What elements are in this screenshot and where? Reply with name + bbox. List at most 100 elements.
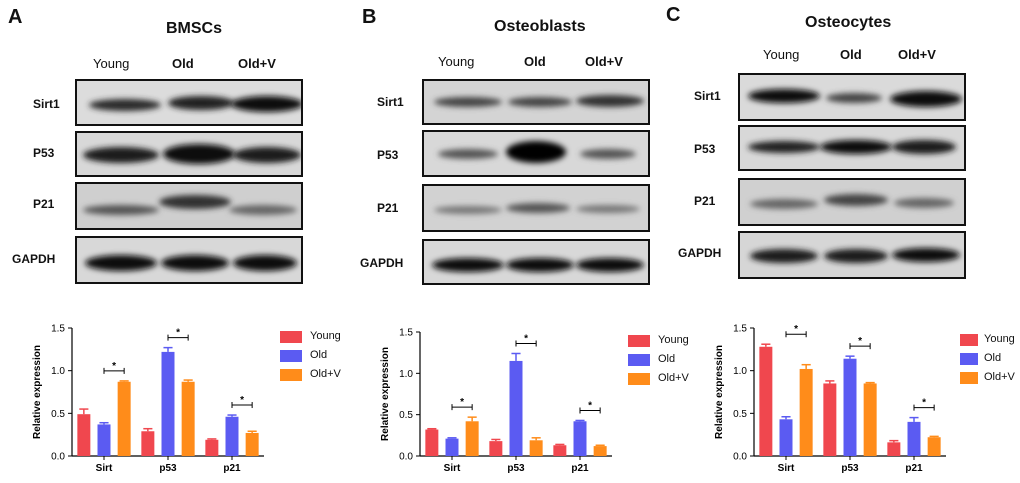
- blot-bands: [434, 95, 644, 107]
- bar: [823, 383, 837, 456]
- legend-item: Old: [628, 353, 689, 372]
- blot-row-label: P21: [694, 194, 716, 208]
- blot-bands: [748, 140, 956, 154]
- blot-bands: [750, 248, 960, 263]
- bar: [573, 421, 587, 456]
- legend-item: Young: [960, 333, 1015, 352]
- legend-item: Young: [280, 330, 341, 349]
- bar: [205, 439, 219, 456]
- bar: [445, 438, 459, 456]
- legend-swatch: [628, 372, 650, 385]
- bar: [181, 381, 195, 456]
- legend-swatch: [280, 368, 302, 381]
- y-axis-label: Relative expression: [32, 345, 43, 439]
- blot-bands: [748, 89, 962, 107]
- bar-chart-b: Relative expression 0.0 0.5 1.0 1.5 Sirt p53 p2…: [380, 328, 612, 474]
- y-tick-label: 0.5: [733, 409, 747, 420]
- blot-image-p21: [75, 182, 303, 230]
- panel-title: Osteoblasts: [494, 18, 586, 35]
- x-tick-label: p53: [159, 463, 177, 474]
- lane-label: Young: [438, 54, 475, 69]
- bar: [225, 416, 239, 456]
- lane-label: Old: [840, 47, 862, 62]
- panel-title: BMSCs: [166, 20, 223, 37]
- legend-swatch: [628, 353, 650, 366]
- bar: [593, 446, 607, 456]
- bar: [425, 429, 439, 456]
- lane-label: Old: [172, 56, 194, 71]
- bar: [117, 381, 131, 456]
- y-tick-label: 0.0: [733, 452, 747, 463]
- y-tick-label: 0.5: [51, 409, 65, 420]
- blot-row-label: P53: [33, 146, 55, 160]
- significance-star: *: [794, 324, 798, 335]
- blot-bands: [83, 195, 297, 215]
- legend-item: Young: [628, 334, 689, 353]
- legend-label: Old+V: [310, 368, 341, 380]
- x-tick-label: p21: [905, 463, 923, 474]
- bar: [77, 414, 91, 456]
- blot-row-label: Sirt1: [33, 97, 60, 111]
- blot-bands: [438, 141, 636, 163]
- legend-label: Old: [310, 349, 328, 361]
- legend-label: Young: [984, 333, 1015, 345]
- blot-image-p21: [422, 184, 650, 232]
- bar-chart-c: Relative expression 0.0 0.5 1.0 1.5 Sirt p53 p2…: [714, 324, 946, 474]
- blot-image-sirt1: [422, 79, 650, 125]
- legend-label: Old: [658, 353, 676, 365]
- blot-image-p53: [738, 125, 966, 171]
- bar: [843, 358, 857, 456]
- blot-row-label: Sirt1: [377, 95, 404, 109]
- bar: [799, 368, 813, 456]
- significance-star: *: [922, 398, 926, 409]
- blot-row-label: GAPDH: [12, 252, 56, 266]
- bar: [759, 346, 773, 456]
- lane-label: Old+V: [898, 47, 936, 62]
- x-tick-label: p21: [223, 463, 241, 474]
- blot-row-label: P21: [377, 201, 399, 215]
- blot-image-p21: [738, 178, 966, 226]
- blot-image-gapdh: [75, 236, 303, 284]
- legend-swatch: [960, 371, 978, 384]
- bar-chart-a: Relative expression 0.0 0.5 1.0 1.5 Sirt p53 p2…: [32, 324, 264, 474]
- legend-label: Old+V: [984, 371, 1015, 383]
- blot-row-label: GAPDH: [678, 246, 722, 260]
- y-axis-label: Relative expression: [380, 347, 391, 441]
- bar: [161, 351, 175, 456]
- y-axis-label: Relative expression: [714, 345, 725, 439]
- blot-bands: [89, 96, 301, 112]
- bar: [465, 421, 479, 456]
- blot-image-p53: [75, 131, 303, 177]
- significance-star: *: [858, 336, 862, 347]
- panel-title: Osteocytes: [805, 14, 892, 31]
- legend-item: Old: [960, 352, 1015, 371]
- legend-c: Young Old Old+V: [960, 333, 1015, 390]
- y-tick-label: 0.0: [51, 452, 65, 463]
- x-tick-label: p53: [841, 463, 859, 474]
- y-tick-label: 1.0: [733, 366, 747, 377]
- significance-star: *: [460, 397, 464, 408]
- blot-bands: [750, 194, 954, 209]
- blot-bands: [83, 144, 301, 164]
- x-tick-label: p53: [507, 463, 525, 474]
- blot-row-label: GAPDH: [360, 256, 404, 270]
- legend-swatch: [960, 333, 978, 346]
- legend-label: Old+V: [658, 372, 689, 384]
- x-tick-label: p21: [571, 463, 589, 474]
- bar: [779, 419, 793, 456]
- blot-row-label: P21: [33, 197, 55, 211]
- bar: [97, 424, 111, 456]
- legend-item: Old+V: [628, 372, 689, 391]
- significance-star: *: [112, 361, 116, 372]
- x-tick-label: Sirt: [778, 463, 795, 474]
- blot-bands: [85, 255, 297, 271]
- bar: [529, 440, 543, 456]
- bar: [907, 421, 921, 456]
- legend-swatch: [960, 352, 978, 365]
- y-tick-label: 1.0: [399, 369, 413, 380]
- legend-item: Old+V: [280, 368, 341, 387]
- significance-star: *: [524, 333, 528, 344]
- blot-image-gapdh: [422, 239, 650, 285]
- blot-image-p53: [422, 130, 650, 177]
- panel-letter: B: [362, 6, 377, 28]
